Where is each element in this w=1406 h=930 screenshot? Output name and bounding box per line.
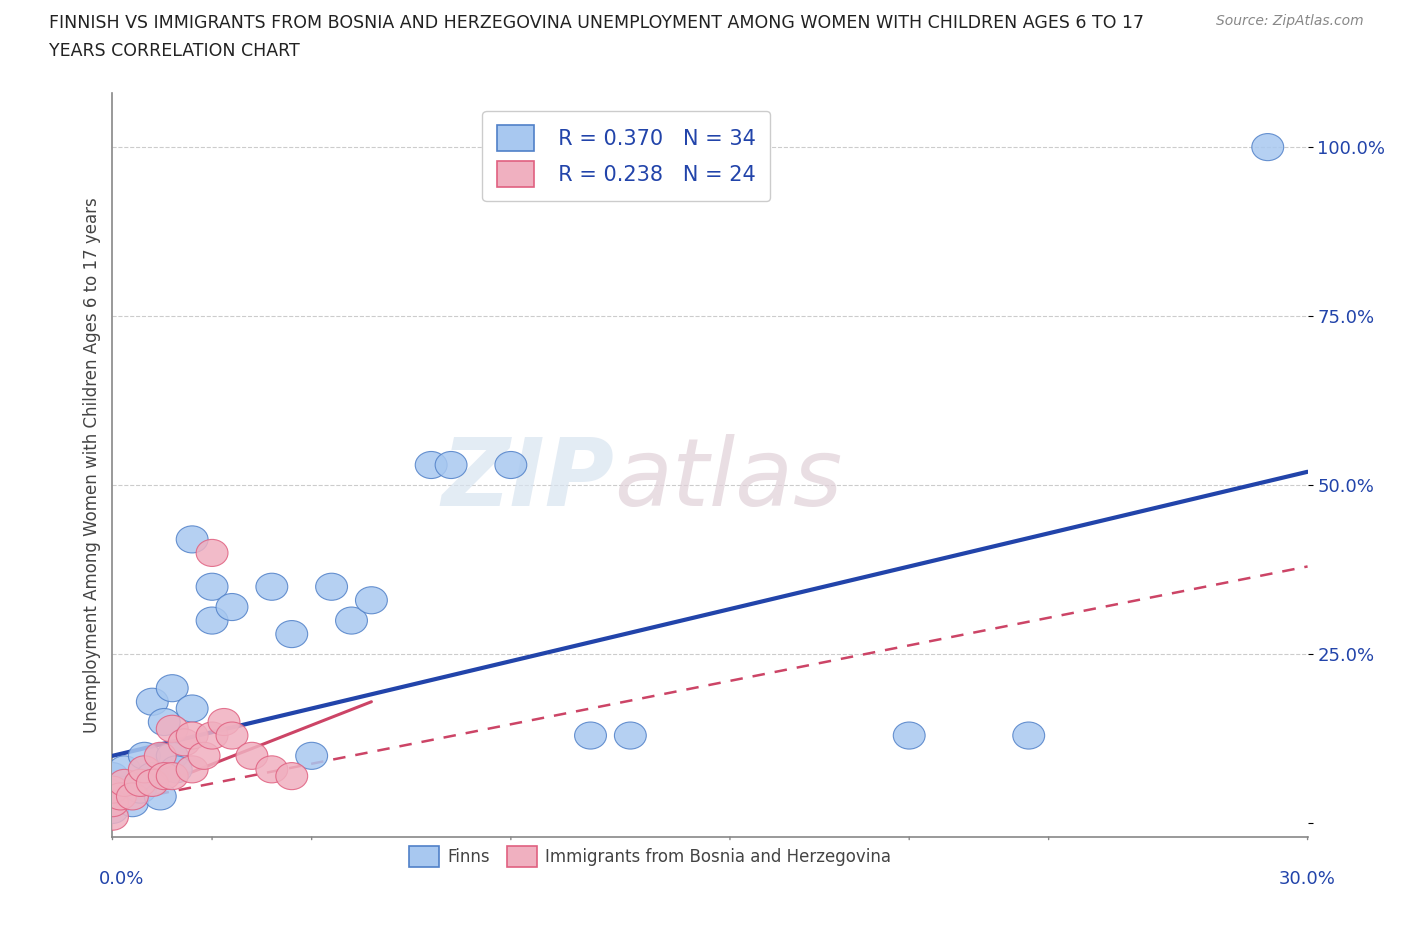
Ellipse shape bbox=[128, 742, 160, 769]
Ellipse shape bbox=[415, 451, 447, 479]
Ellipse shape bbox=[197, 607, 228, 634]
Ellipse shape bbox=[614, 722, 647, 749]
Ellipse shape bbox=[97, 796, 128, 823]
Ellipse shape bbox=[136, 688, 169, 715]
Ellipse shape bbox=[236, 742, 269, 769]
Ellipse shape bbox=[108, 769, 141, 796]
Ellipse shape bbox=[97, 790, 128, 817]
Ellipse shape bbox=[197, 573, 228, 600]
Ellipse shape bbox=[256, 756, 288, 783]
Ellipse shape bbox=[436, 451, 467, 479]
Ellipse shape bbox=[117, 790, 149, 817]
Ellipse shape bbox=[97, 783, 128, 810]
Text: FINNISH VS IMMIGRANTS FROM BOSNIA AND HERZEGOVINA UNEMPLOYMENT AMONG WOMEN WITH : FINNISH VS IMMIGRANTS FROM BOSNIA AND HE… bbox=[49, 14, 1144, 32]
Ellipse shape bbox=[176, 756, 208, 783]
Text: 30.0%: 30.0% bbox=[1279, 870, 1336, 887]
Ellipse shape bbox=[160, 756, 193, 783]
Ellipse shape bbox=[208, 709, 240, 736]
Text: YEARS CORRELATION CHART: YEARS CORRELATION CHART bbox=[49, 42, 299, 60]
Ellipse shape bbox=[104, 783, 136, 810]
Ellipse shape bbox=[145, 783, 176, 810]
Ellipse shape bbox=[176, 525, 208, 553]
Text: Source: ZipAtlas.com: Source: ZipAtlas.com bbox=[1216, 14, 1364, 28]
Ellipse shape bbox=[316, 573, 347, 600]
Ellipse shape bbox=[336, 607, 367, 634]
Ellipse shape bbox=[176, 695, 208, 722]
Ellipse shape bbox=[145, 742, 176, 769]
Ellipse shape bbox=[197, 539, 228, 566]
Ellipse shape bbox=[108, 756, 141, 783]
Ellipse shape bbox=[176, 722, 208, 749]
Ellipse shape bbox=[124, 769, 156, 796]
Ellipse shape bbox=[97, 804, 128, 830]
Ellipse shape bbox=[188, 742, 221, 769]
Ellipse shape bbox=[893, 722, 925, 749]
Ellipse shape bbox=[156, 763, 188, 790]
Ellipse shape bbox=[256, 573, 288, 600]
Ellipse shape bbox=[104, 777, 136, 804]
Ellipse shape bbox=[276, 763, 308, 790]
Ellipse shape bbox=[1012, 722, 1045, 749]
Ellipse shape bbox=[149, 709, 180, 736]
Ellipse shape bbox=[217, 722, 247, 749]
Ellipse shape bbox=[136, 769, 169, 796]
Ellipse shape bbox=[1251, 134, 1284, 161]
Ellipse shape bbox=[156, 715, 188, 742]
Text: atlas: atlas bbox=[614, 434, 842, 525]
Ellipse shape bbox=[217, 593, 247, 620]
Ellipse shape bbox=[156, 742, 188, 769]
Ellipse shape bbox=[128, 756, 160, 783]
Text: 0.0%: 0.0% bbox=[98, 870, 143, 887]
Ellipse shape bbox=[117, 783, 149, 810]
Ellipse shape bbox=[136, 763, 169, 790]
Ellipse shape bbox=[575, 722, 606, 749]
Y-axis label: Unemployment Among Women with Children Ages 6 to 17 years: Unemployment Among Women with Children A… bbox=[83, 197, 101, 733]
Ellipse shape bbox=[495, 451, 527, 479]
Legend: Finns, Immigrants from Bosnia and Herzegovina: Finns, Immigrants from Bosnia and Herzeg… bbox=[402, 840, 898, 873]
Ellipse shape bbox=[276, 620, 308, 647]
Ellipse shape bbox=[124, 777, 156, 804]
Ellipse shape bbox=[149, 763, 180, 790]
Ellipse shape bbox=[156, 674, 188, 702]
Text: ZIP: ZIP bbox=[441, 434, 614, 525]
Ellipse shape bbox=[356, 587, 388, 614]
Ellipse shape bbox=[169, 729, 200, 756]
Ellipse shape bbox=[197, 722, 228, 749]
Ellipse shape bbox=[97, 763, 128, 790]
Ellipse shape bbox=[295, 742, 328, 769]
Ellipse shape bbox=[97, 777, 128, 804]
